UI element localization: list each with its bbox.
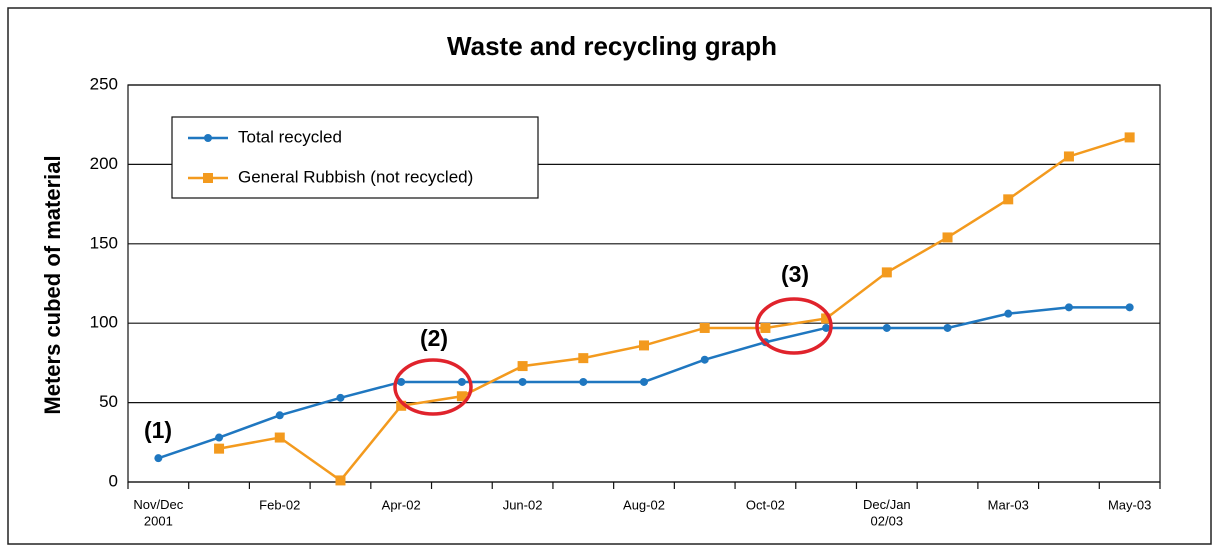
x-tick-label: Aug-02: [623, 497, 665, 512]
plot: 0 50 100 150 200 250 Nov/Dec 2001 Feb-02 Apr-02 Ju…: [90, 74, 1161, 529]
marker: [396, 400, 407, 411]
marker: [274, 432, 285, 443]
marker: [760, 322, 771, 333]
legend-marker: [203, 173, 213, 183]
marker: [517, 361, 528, 372]
annotation: (3): [781, 261, 809, 287]
legend-marker: [204, 134, 212, 142]
legend: Total recycled General Rubbish (not recyc…: [171, 116, 539, 199]
marker: [822, 323, 831, 332]
annotation: (2): [420, 325, 448, 351]
plot-border: [127, 84, 1161, 483]
marker: [397, 377, 406, 386]
marker: [336, 393, 345, 402]
marker: [578, 353, 589, 364]
marker: [456, 391, 467, 402]
y-tick-label: 250: [90, 74, 118, 93]
legend-box: [171, 116, 539, 199]
marker: [821, 313, 832, 324]
legend-label: Total recycled: [238, 127, 342, 146]
chart-title: Waste and recycling graph: [447, 31, 777, 61]
marker: [699, 322, 710, 333]
x-tick-label: Nov/Dec 2001: [133, 497, 183, 528]
highlight-circle: [393, 358, 473, 416]
marker: [335, 475, 346, 486]
marker: [1064, 303, 1073, 312]
y-axis-label: Meters cubed of material: [40, 155, 65, 414]
marker: [1004, 309, 1013, 318]
y-tick-label: 50: [99, 392, 118, 411]
marker: [700, 355, 709, 364]
x-tick-label: Oct-02: [746, 497, 785, 512]
marker: [215, 433, 224, 442]
marker: [1003, 194, 1014, 205]
x-tick-label: Dec/Jan 02/03: [863, 497, 911, 528]
y-tick-label: 0: [109, 471, 118, 490]
marker: [457, 377, 466, 386]
marker: [1124, 132, 1135, 143]
legend-label: General Rubbish (not recycled): [238, 167, 473, 186]
x-tick-label: Mar-03: [988, 497, 1029, 512]
annotation: (1): [144, 417, 172, 443]
highlight-circle: [755, 297, 833, 355]
series-line: [218, 136, 1131, 483]
marker: [1125, 303, 1134, 312]
frame: [7, 7, 1212, 545]
y-tick-label: 200: [90, 154, 118, 173]
y-tick-label: 150: [90, 233, 118, 252]
marker: [943, 323, 952, 332]
marker: [275, 411, 284, 420]
x-tick-label: Jun-02: [503, 497, 543, 512]
marker: [942, 232, 953, 243]
marker: [881, 267, 892, 278]
y-tick-label: 100: [90, 313, 118, 332]
x-tick-label: May-03: [1108, 497, 1151, 512]
marker: [882, 323, 891, 332]
marker: [518, 377, 527, 386]
marker: [640, 377, 648, 386]
marker: [579, 377, 588, 386]
x-tick-label: Apr-02: [382, 497, 421, 512]
marker: [1063, 151, 1074, 162]
marker: [154, 454, 163, 463]
x-tick-label: Feb-02: [259, 497, 300, 512]
marker: [639, 340, 649, 351]
marker: [214, 443, 225, 454]
